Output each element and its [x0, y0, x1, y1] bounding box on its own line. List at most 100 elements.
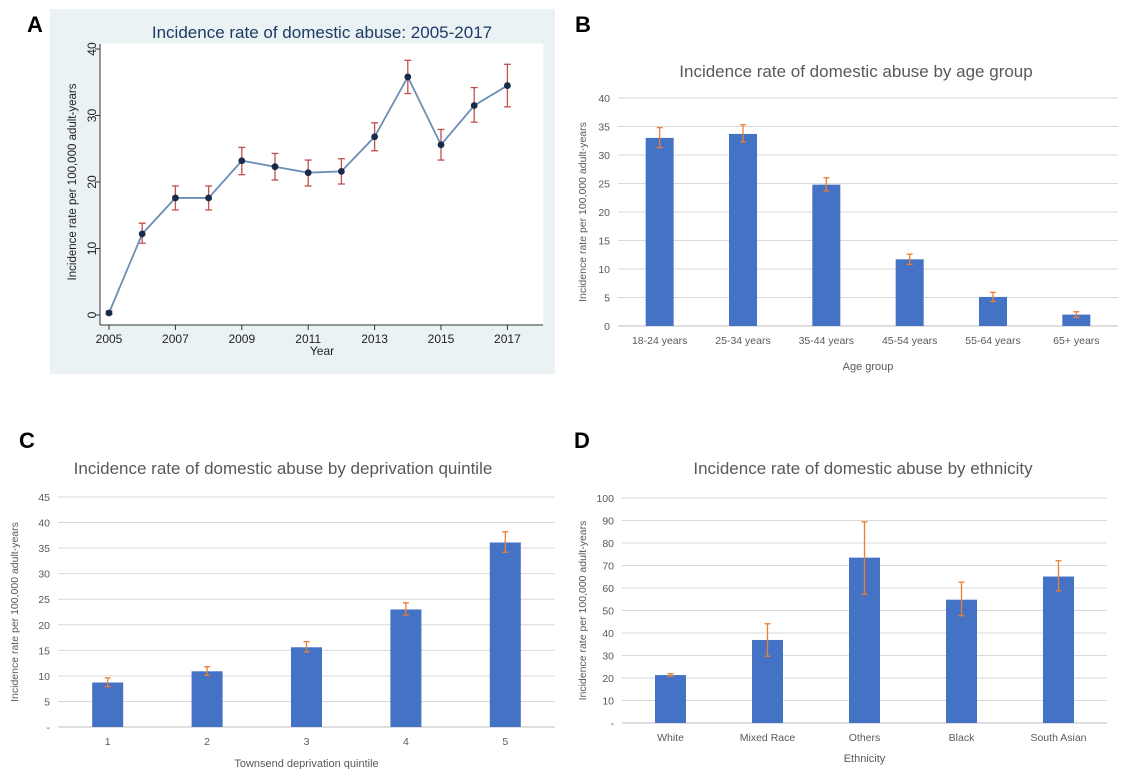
- chart-c-bar-rect: [92, 682, 124, 727]
- chart-d-x-tick-label: South Asian: [1030, 732, 1086, 744]
- chart-c-bar-rect: [390, 609, 422, 727]
- chart-a-data-point: [371, 133, 378, 141]
- chart-d-title: Incidence rate of domestic abuse by ethn…: [693, 459, 1033, 478]
- chart-a-y-tick-label: 40: [85, 42, 99, 56]
- chart-b-x-tick-label: 65+ years: [1053, 335, 1099, 347]
- chart-c-x-tick-label: 4: [403, 736, 409, 748]
- chart-d-x-tick-label: White: [657, 732, 684, 744]
- chart-b-bar-rect: [812, 184, 841, 326]
- chart-b-bar-rect: [645, 137, 674, 326]
- chart-b-y-axis-label: Incidence rate per 100,000 adult-years: [577, 122, 589, 302]
- chart-a-x-tick-label: 2011: [295, 332, 321, 346]
- panel-letter-a: A: [27, 12, 43, 37]
- chart-b-y-tick-label: 40: [598, 93, 610, 105]
- chart-d-y-tick-label: 10: [602, 696, 614, 708]
- chart-b-x-tick-label: 45-54 years: [882, 335, 937, 347]
- chart-a-data-point: [437, 141, 445, 149]
- chart-b-y-tick-label: 5: [604, 293, 610, 305]
- chart-a-y-tick-label: 20: [85, 175, 99, 189]
- chart-c-title: Incidence rate of domestic abuse by depr…: [74, 459, 493, 478]
- chart-c-bar: Incidence rate of domestic abuse by depr…: [9, 459, 555, 769]
- chart-c-x-tick-label: 1: [105, 736, 111, 748]
- chart-a-data-point: [304, 169, 312, 177]
- chart-d-y-tick-label: 100: [596, 493, 614, 505]
- chart-c-x-tick-label: 2: [204, 736, 210, 748]
- chart-a-y-tick-label: 10: [85, 242, 99, 256]
- chart-d-bar: Incidence rate of domestic abuse by ethn…: [577, 459, 1107, 765]
- chart-a-data-point: [172, 194, 179, 202]
- chart-a-x-tick-label: 2005: [96, 332, 123, 346]
- chart-c-bar-rect: [191, 671, 223, 727]
- chart-d-x-axis-label: Ethnicity: [844, 753, 886, 765]
- chart-c-y-tick-label: 40: [38, 518, 50, 530]
- chart-d-y-tick-label: 90: [602, 516, 614, 528]
- chart-b-bar-rect: [1062, 314, 1091, 326]
- chart-a-data-point: [504, 82, 511, 89]
- chart-c-y-axis-label: Incidence rate per 100,000 adult-years: [9, 522, 21, 702]
- chart-c-y-tick-label: -: [47, 722, 51, 734]
- chart-b-x-tick-label: 35-44 years: [799, 335, 854, 347]
- chart-b-y-tick-label: 20: [598, 207, 610, 219]
- chart-c-y-tick-label: 25: [38, 594, 50, 606]
- chart-d-y-tick-label: 50: [602, 606, 614, 618]
- chart-a-data-point: [238, 157, 246, 165]
- chart-a-data-point: [105, 309, 113, 317]
- panel-letter-b: B: [575, 12, 591, 37]
- chart-a-plot-area: [99, 43, 544, 326]
- chart-c-x-tick-label: 5: [502, 736, 508, 748]
- chart-d-y-tick-label: 30: [602, 651, 614, 663]
- chart-c-y-tick-label: 35: [38, 543, 50, 555]
- chart-b-bar-rect: [895, 259, 924, 326]
- chart-d-y-tick-label: -: [611, 718, 615, 730]
- chart-b-y-tick-label: 0: [604, 321, 610, 333]
- chart-c-y-tick-label: 10: [38, 671, 50, 683]
- chart-a-data-point: [404, 73, 412, 81]
- chart-b-x-tick-label: 18-24 years: [632, 335, 687, 347]
- chart-d-bar-rect: [946, 599, 977, 723]
- chart-b-title: Incidence rate of domestic abuse by age …: [679, 62, 1032, 81]
- chart-b-y-tick-label: 35: [598, 122, 610, 134]
- chart-a-x-tick-label: 2015: [428, 332, 455, 346]
- chart-b-bar-rect: [729, 133, 757, 326]
- chart-a-x-axis-label: Year: [310, 344, 334, 358]
- chart-d-y-tick-label: 60: [602, 583, 614, 595]
- chart-a-x-tick-label: 2017: [494, 332, 521, 346]
- chart-a-data-point: [338, 167, 345, 175]
- chart-d-x-tick-label: Others: [849, 732, 881, 744]
- panel-letter-c: C: [19, 428, 35, 453]
- chart-d-y-tick-label: 40: [602, 628, 614, 640]
- chart-c-y-tick-label: 30: [38, 569, 50, 581]
- chart-a-x-tick-label: 2009: [228, 332, 255, 346]
- chart-a-y-tick-label: 30: [85, 109, 99, 123]
- chart-b-y-tick-label: 25: [598, 179, 610, 191]
- chart-c-x-tick-label: 3: [304, 736, 310, 748]
- chart-a-title: Incidence rate of domestic abuse: 2005-2…: [152, 23, 492, 42]
- chart-d-bar-rect: [1043, 576, 1074, 723]
- chart-b-x-tick-label: 55-64 years: [965, 335, 1020, 347]
- chart-a-x-tick-label: 2013: [361, 332, 388, 346]
- chart-b-y-tick-label: 10: [598, 264, 610, 276]
- chart-a-line: Incidence rate of domestic abuse: 2005-2…: [50, 9, 555, 374]
- chart-c-y-tick-label: 20: [38, 620, 50, 632]
- chart-b-y-tick-label: 30: [598, 150, 610, 162]
- chart-a-data-point: [205, 194, 213, 202]
- chart-c-y-tick-label: 5: [44, 696, 50, 708]
- panel-letter-d: D: [574, 428, 590, 453]
- chart-d-x-tick-label: Mixed Race: [740, 732, 796, 744]
- chart-c-bar-rect: [291, 647, 322, 727]
- chart-c-y-tick-label: 45: [38, 492, 50, 504]
- chart-b-x-tick-label: 25-34 years: [715, 335, 770, 347]
- chart-d-y-tick-label: 70: [602, 561, 614, 573]
- chart-a-data-point: [138, 230, 146, 238]
- chart-c-y-tick-label: 15: [38, 645, 50, 657]
- chart-b-bar: Incidence rate of domestic abuse by age …: [577, 62, 1118, 373]
- chart-c-x-axis-label: Townsend deprivation quintile: [234, 758, 378, 769]
- chart-d-bar-rect: [655, 675, 686, 723]
- chart-d-y-tick-label: 80: [602, 538, 614, 550]
- chart-a-x-tick-label: 2007: [162, 332, 189, 346]
- chart-a-y-axis-label: Incidence rate per 100,000 adult-years: [67, 83, 79, 280]
- chart-a-y-tick-label: 0: [85, 311, 99, 318]
- chart-a-data-point: [470, 102, 478, 109]
- chart-d-y-tick-label: 20: [602, 673, 614, 685]
